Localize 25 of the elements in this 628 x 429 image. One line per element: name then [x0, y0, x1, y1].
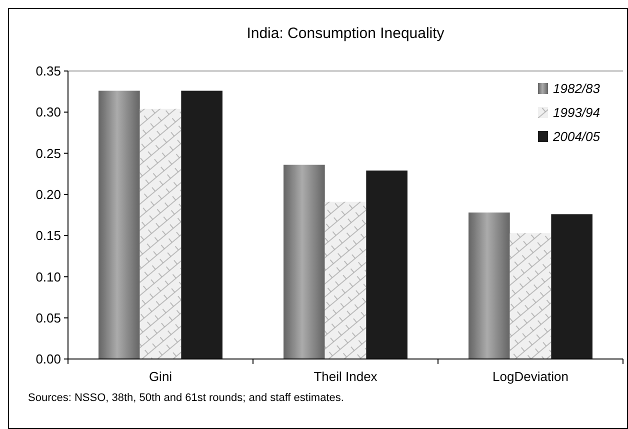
bar: [98, 90, 140, 359]
legend-label: 1982/83: [553, 81, 601, 96]
y-tick-label: 0.10: [36, 269, 61, 284]
source-note: Sources: NSSO, 38th, 50th and 61st rounds; and staff estimates.: [28, 392, 344, 404]
x-tick-label: LogDeviation: [492, 369, 568, 384]
bar: [510, 233, 552, 359]
bar: [551, 214, 592, 359]
x-tick-label: Gini: [148, 369, 172, 384]
bar: [284, 164, 325, 359]
bar: [140, 108, 182, 359]
y-tick-label: 0.35: [36, 64, 61, 79]
bar: [181, 90, 222, 359]
legend-label: 2004/05: [552, 129, 601, 144]
bar: [324, 202, 366, 359]
y-tick-label: 0.00: [36, 352, 61, 367]
y-tick-label: 0.20: [36, 186, 61, 202]
y-tick-label: 0.30: [36, 104, 61, 120]
bar: [366, 170, 408, 359]
bar: [468, 212, 510, 359]
legend-label: 1993/94: [553, 105, 600, 120]
y-tick-label: 0.15: [36, 228, 61, 244]
y-tick-label: 0.05: [36, 310, 61, 326]
x-tick-label: Theil Index: [314, 369, 378, 384]
y-tick-label: 0.25: [36, 146, 61, 161]
chart-title: India: Consumption Inequality: [246, 25, 445, 42]
